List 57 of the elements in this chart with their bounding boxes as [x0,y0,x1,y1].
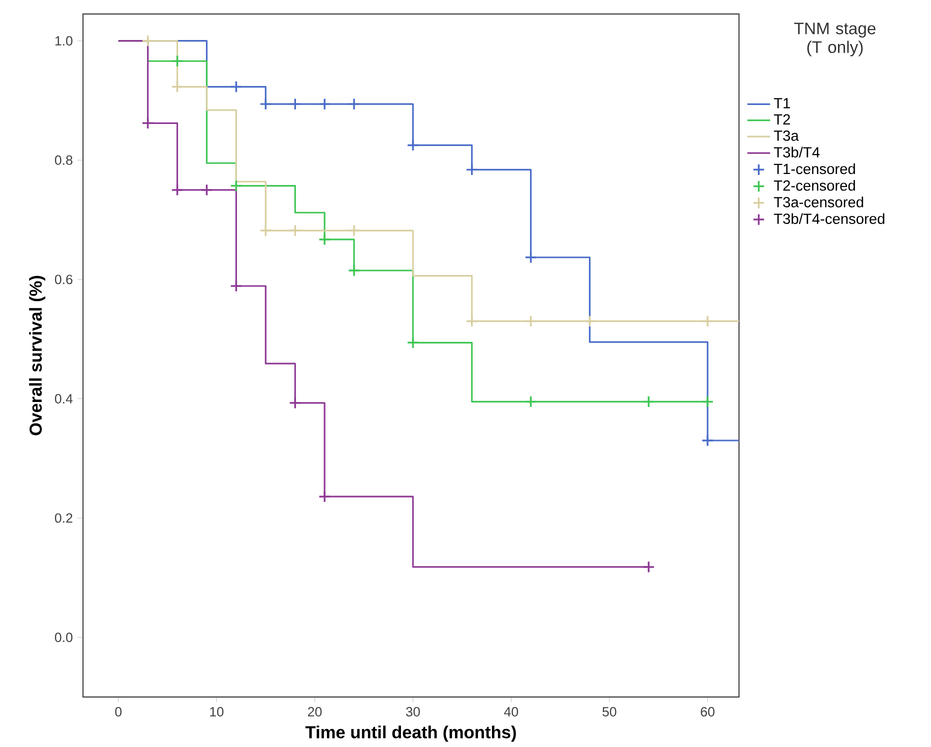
point [701,396,714,408]
x-tick-label: 40 [504,707,518,716]
y-tick-label: 0.2 [54,513,72,523]
point [524,251,538,264]
point [318,98,331,110]
legend-label: T3a [774,130,799,141]
legend-label: T1 [774,98,790,108]
point [701,434,714,447]
point [318,490,331,503]
point [524,396,538,408]
x-tick-label: 60 [700,707,714,716]
point [642,396,655,408]
legend-label: T3a-censored [774,196,864,208]
y-tick-label: 0.0 [54,632,72,642]
x-tick-label: 50 [602,707,616,716]
point [230,80,242,93]
point [230,280,242,292]
point [259,98,272,110]
legend-label: T3b/T4-censored [774,213,884,224]
y-tick-label: 0.6 [54,274,72,284]
point [171,80,184,93]
point [701,314,714,328]
point [406,139,420,152]
point [200,184,213,196]
y-axis-title: Overall survival (%) [29,276,46,436]
point [259,224,272,237]
point [584,314,596,328]
point [348,224,360,237]
x-tick-label: 30 [406,707,420,716]
point [406,336,420,349]
x-tick-label: 0 [115,707,122,716]
y-tick-label: 0.4 [54,394,73,404]
legend-label: T2-censored [774,180,855,191]
legend-title: TNM stage (T only) [794,22,876,56]
point [288,224,302,237]
y-tick-label: 0.8 [54,155,72,165]
point [142,116,154,130]
point [288,396,302,410]
y-tick-label: 1.0 [55,36,72,46]
point [466,163,478,176]
point [288,98,302,110]
legend-label: T2 [774,114,790,124]
point [524,314,538,328]
point [171,184,184,196]
point [318,233,331,246]
point [642,560,655,574]
point [466,314,478,328]
point [171,54,184,68]
x-tick-label: 20 [308,707,322,716]
point [230,180,242,192]
point [348,98,360,110]
x-tick-label: 10 [210,707,224,716]
point [142,34,154,48]
legend-label: T3b/T4 [774,146,820,158]
legend-label: T1-censored [774,163,855,174]
point [348,264,360,277]
x-axis-title: Time until death (months) [305,726,516,742]
